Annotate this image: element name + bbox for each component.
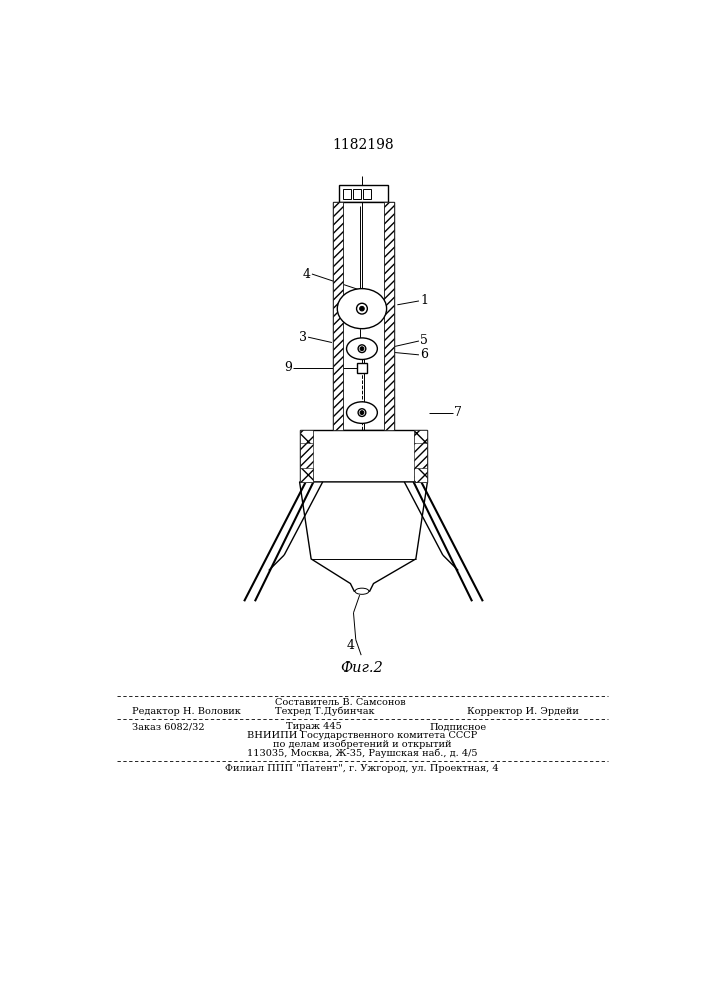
Bar xyxy=(363,189,371,199)
Text: по делам изобретений и открытий: по делам изобретений и открытий xyxy=(273,740,451,749)
Ellipse shape xyxy=(337,289,387,329)
Ellipse shape xyxy=(346,402,378,423)
Circle shape xyxy=(358,409,366,416)
Bar xyxy=(339,185,388,202)
Bar xyxy=(354,189,361,199)
Bar xyxy=(414,430,428,482)
Text: Тираж 445: Тираж 445 xyxy=(286,722,342,731)
Polygon shape xyxy=(300,482,428,591)
Ellipse shape xyxy=(355,588,369,594)
Bar xyxy=(344,189,351,199)
Bar xyxy=(414,468,428,482)
Text: Редактор Н. Воловик: Редактор Н. Воловик xyxy=(132,707,241,716)
Ellipse shape xyxy=(346,338,378,359)
Text: 5: 5 xyxy=(421,334,428,347)
Circle shape xyxy=(360,411,364,415)
Bar xyxy=(300,430,428,482)
Text: Техред Т.Дубинчак: Техред Т.Дубинчак xyxy=(275,707,375,716)
Bar xyxy=(334,202,394,430)
Bar xyxy=(300,430,313,482)
Text: 7: 7 xyxy=(455,406,462,419)
Text: Заказ 6082/32: Заказ 6082/32 xyxy=(132,722,205,731)
Text: Фиг.2: Фиг.2 xyxy=(341,661,383,675)
Bar xyxy=(300,430,313,443)
Circle shape xyxy=(356,303,368,314)
Circle shape xyxy=(360,306,364,311)
Text: Филиал ППП "Патент", г. Ужгород, ул. Проектная, 4: Филиал ППП "Патент", г. Ужгород, ул. Про… xyxy=(225,764,498,773)
Text: Корректор И. Эрдейи: Корректор И. Эрдейи xyxy=(467,707,579,716)
Text: 4: 4 xyxy=(303,267,310,280)
Text: 113035, Москва, Ж-35, Раушская наб., д. 4/5: 113035, Москва, Ж-35, Раушская наб., д. … xyxy=(247,748,477,758)
Text: 4: 4 xyxy=(346,639,354,652)
Text: 3: 3 xyxy=(298,331,307,344)
Bar xyxy=(414,430,428,443)
Circle shape xyxy=(358,345,366,353)
Bar xyxy=(334,202,344,430)
Bar xyxy=(383,202,394,430)
Text: Составитель В. Самсонов: Составитель В. Самсонов xyxy=(275,698,406,707)
Text: 1182198: 1182198 xyxy=(333,138,395,152)
Text: 9: 9 xyxy=(284,361,292,374)
Circle shape xyxy=(360,347,364,351)
Text: ВНИИПИ Государственного комитета СССР: ВНИИПИ Государственного комитета СССР xyxy=(247,732,477,740)
Text: 6: 6 xyxy=(421,348,428,361)
Text: Подписное: Подписное xyxy=(429,722,486,731)
Bar xyxy=(300,468,313,482)
Bar xyxy=(357,363,368,373)
Text: 1: 1 xyxy=(421,294,428,307)
